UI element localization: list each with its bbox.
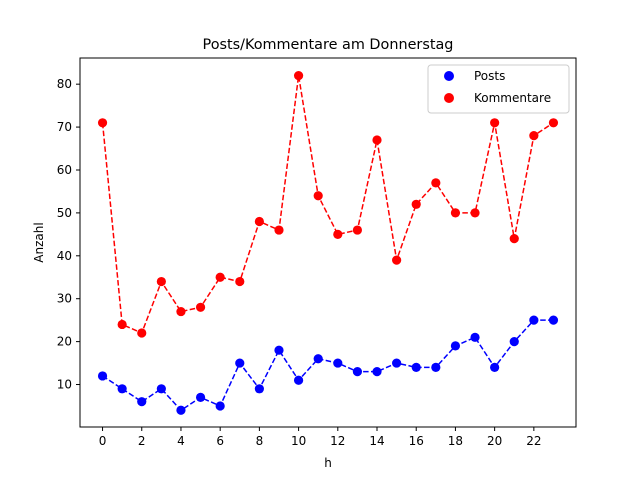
data-point-kommentare <box>431 178 441 188</box>
data-point-posts <box>117 384 127 394</box>
data-point-posts <box>97 371 108 381</box>
data-point-posts <box>215 401 225 411</box>
y-tick-label: 10 <box>57 378 72 392</box>
data-point-kommentare <box>490 118 500 128</box>
data-point-kommentare <box>176 306 186 317</box>
x-tick-label: 16 <box>409 434 424 448</box>
data-point-kommentare <box>235 276 245 287</box>
data-point-posts <box>392 358 402 368</box>
data-point-kommentare <box>254 216 264 227</box>
x-tick-label: 22 <box>526 434 541 448</box>
data-point-posts <box>509 337 519 347</box>
series-posts <box>97 315 559 415</box>
x-tick-label: 2 <box>138 434 146 448</box>
data-point-kommentare <box>529 131 539 141</box>
data-point-posts <box>293 375 304 385</box>
plot-frame <box>79 57 577 428</box>
y-tick-label: 60 <box>57 163 72 177</box>
data-point-posts <box>313 354 323 364</box>
x-tick-label: 20 <box>487 434 502 448</box>
x-tick-label: 12 <box>330 434 345 448</box>
data-point-posts <box>431 362 441 372</box>
data-point-posts <box>235 358 245 368</box>
data-point-posts <box>548 315 559 325</box>
data-point-kommentare <box>97 118 108 128</box>
data-point-kommentare <box>372 135 382 145</box>
chart-title: Posts/Kommentare am Donnerstag <box>203 37 454 53</box>
data-point-posts <box>411 362 421 372</box>
y-axis-ticks: 10 20 30 40 50 60 70 80 <box>57 77 80 392</box>
data-point-kommentare <box>548 118 559 128</box>
series-line-posts <box>102 319 554 412</box>
legend-marker-posts <box>444 71 454 81</box>
series-layer <box>97 70 559 415</box>
y-tick-label: 30 <box>57 292 72 306</box>
legend-box <box>427 64 570 114</box>
series-kommentare <box>97 70 559 338</box>
legend-label-kommentare: Kommentare <box>474 91 551 105</box>
legend-marker-kommentare <box>444 93 454 103</box>
data-point-posts <box>450 341 461 351</box>
x-tick-label: 18 <box>448 434 463 448</box>
data-point-posts <box>195 392 206 402</box>
x-tick-label: 10 <box>291 434 306 448</box>
data-point-posts <box>156 384 166 394</box>
data-point-posts <box>490 362 500 372</box>
data-point-kommentare <box>450 208 461 218</box>
x-tick-label: 14 <box>369 434 384 448</box>
legend-label-posts: Posts <box>474 69 505 83</box>
data-point-posts <box>470 332 480 342</box>
x-tick-label: 4 <box>177 434 185 448</box>
series-line-kommentare <box>101 75 554 335</box>
y-tick-label: 80 <box>57 77 72 91</box>
data-point-kommentare <box>509 234 519 244</box>
data-point-posts <box>137 397 147 407</box>
data-point-posts <box>529 315 539 325</box>
y-tick-label: 40 <box>57 249 72 263</box>
data-point-posts <box>176 405 186 415</box>
data-point-kommentare <box>313 191 323 201</box>
data-point-kommentare <box>470 208 480 218</box>
data-point-kommentare <box>274 225 284 235</box>
y-tick-label: 70 <box>57 120 72 134</box>
y-axis-label: Anzahl <box>32 222 46 262</box>
data-point-kommentare <box>392 255 402 265</box>
x-axis-label: h <box>324 456 332 470</box>
x-tick-label: 6 <box>216 434 224 448</box>
data-point-kommentare <box>137 328 147 338</box>
y-tick-label: 20 <box>57 335 72 349</box>
data-point-posts <box>352 367 363 377</box>
x-tick-label: 0 <box>99 434 107 448</box>
x-tick-label: 8 <box>256 434 264 448</box>
data-point-posts <box>254 384 264 394</box>
data-point-posts <box>333 358 343 368</box>
data-point-kommentare <box>333 229 343 239</box>
y-tick-label: 50 <box>57 206 72 220</box>
x-axis-ticks: 0 2 4 6 8 10 12 14 16 18 20 22 <box>99 427 541 448</box>
data-point-kommentare <box>195 302 206 312</box>
data-point-posts <box>372 367 382 377</box>
legend: Posts Kommentare <box>427 64 570 114</box>
data-point-kommentare <box>117 319 127 330</box>
data-point-kommentare <box>352 225 363 235</box>
data-point-kommentare <box>411 199 421 209</box>
data-point-kommentare <box>215 272 225 282</box>
data-point-posts <box>274 345 284 355</box>
data-point-kommentare <box>293 70 304 81</box>
data-point-kommentare <box>156 276 166 287</box>
